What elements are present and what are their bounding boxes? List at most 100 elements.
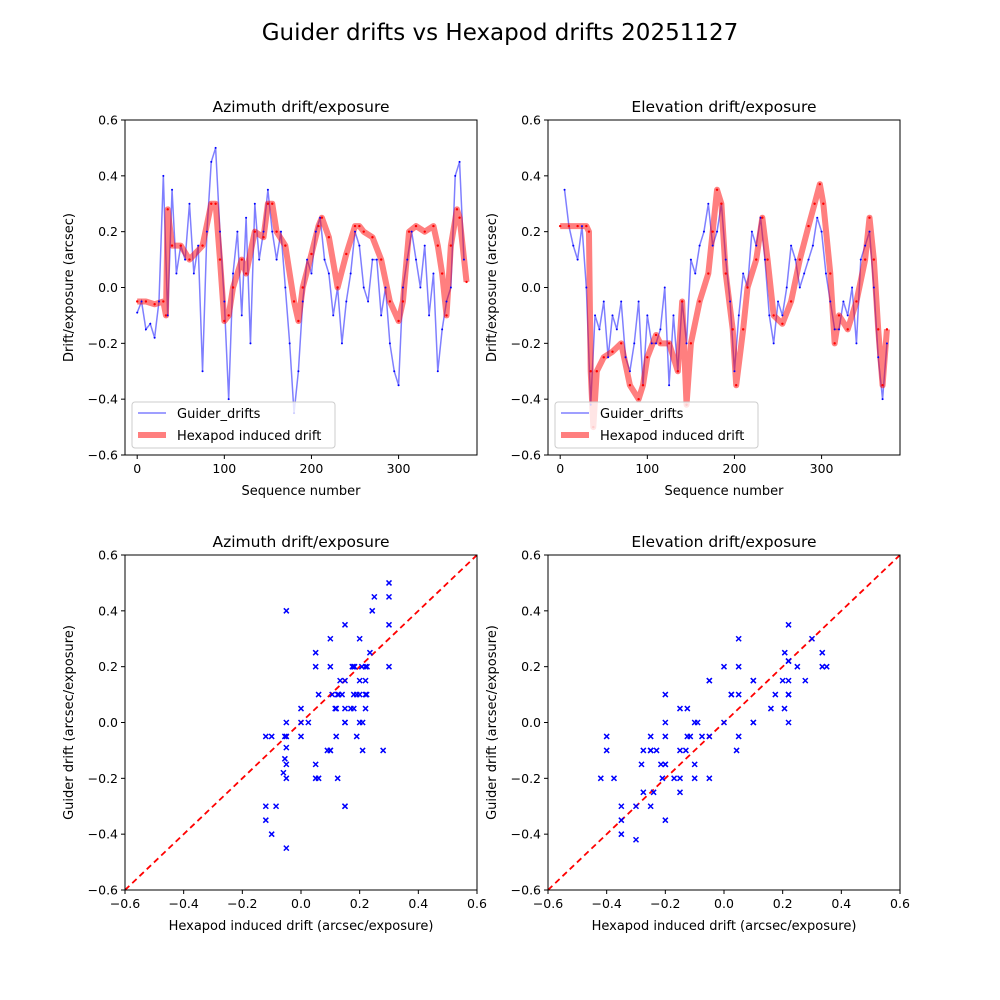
guider-point: [144, 328, 147, 331]
scatter-point: [819, 663, 826, 670]
hexapod-point: [292, 300, 296, 303]
guider-point: [271, 230, 274, 233]
y-tick-label: −0.4: [511, 827, 541, 842]
x-marker: [283, 761, 290, 768]
guider-point: [415, 258, 418, 261]
guider-point: [685, 342, 688, 345]
hexapod-point: [336, 286, 339, 289]
scatter-point: [283, 733, 290, 740]
scatter-point: [297, 733, 305, 740]
hexapod-point: [628, 384, 632, 387]
scatter-point: [341, 719, 349, 726]
x-tick-label: −0.2: [650, 896, 680, 911]
hexapod-point: [449, 244, 453, 247]
x-marker: [676, 747, 684, 754]
guider-point: [615, 328, 618, 331]
subplot-title: Azimuth drift/exposure: [212, 533, 389, 551]
hexapod-point: [153, 303, 156, 306]
y-tick-label: 0.0: [98, 715, 118, 730]
scatter-point: [735, 691, 742, 698]
x-marker: [362, 691, 369, 698]
guider-point: [401, 286, 404, 289]
x-marker: [312, 761, 319, 768]
x-tick-label: 300: [810, 461, 834, 476]
x-tick-label: −0.6: [110, 896, 140, 911]
scatter-point: [638, 761, 645, 768]
guider-point: [637, 300, 640, 303]
hexapod-point: [188, 258, 191, 261]
guider-point: [245, 216, 248, 219]
scatter-point: [684, 705, 691, 712]
x-marker: [359, 719, 366, 726]
x-marker: [315, 775, 322, 782]
hexapod-point: [320, 216, 324, 219]
hexapod-point: [868, 216, 871, 219]
scatter-point: [819, 649, 826, 656]
x-marker: [779, 677, 786, 684]
x-marker: [327, 635, 334, 642]
hexapod-point: [144, 300, 148, 303]
hexapod-point: [310, 252, 313, 256]
guider-point: [833, 328, 836, 331]
scatter-point: [262, 803, 269, 810]
scatter-point: [781, 705, 788, 712]
guider-point: [258, 258, 261, 261]
x-marker: [676, 775, 684, 782]
hexapod-point: [659, 342, 662, 345]
scatter-point: [653, 747, 660, 754]
scatter-point: [779, 677, 786, 684]
scatter-point: [371, 593, 378, 600]
guider-point: [157, 300, 160, 303]
x-marker: [785, 621, 792, 628]
scatter-point: [662, 817, 669, 824]
x-marker: [268, 831, 275, 838]
guider-point: [140, 300, 143, 303]
scatter-point: [720, 719, 728, 726]
guider-point: [249, 342, 252, 345]
scatter-point: [268, 733, 275, 740]
scatter-point: [341, 621, 349, 628]
hexapod-point: [813, 202, 816, 205]
guider-point: [811, 244, 814, 247]
scatter-point: [785, 677, 792, 684]
plot-area: [548, 555, 900, 890]
x-marker: [297, 719, 305, 726]
x-marker: [283, 719, 290, 726]
x-tick-label: −0.2: [227, 896, 257, 911]
guider-point: [340, 342, 343, 345]
y-tick-label: −0.4: [511, 392, 541, 407]
x-marker: [283, 744, 290, 751]
hexapod-point: [818, 183, 822, 186]
guider-point: [594, 314, 597, 317]
scatter-point: [353, 733, 360, 740]
guider-point: [829, 300, 832, 303]
y-tick-label: −0.4: [88, 827, 118, 842]
x-marker: [735, 635, 742, 642]
guider-point: [633, 342, 636, 345]
guider-point: [419, 286, 422, 289]
hexapod-point: [646, 356, 649, 359]
hexapod-point: [166, 208, 169, 211]
scatter-point: [767, 705, 774, 712]
guider-point: [454, 174, 457, 177]
guider-point: [384, 286, 387, 289]
x-marker: [341, 705, 349, 712]
guider-point: [742, 272, 745, 275]
hexapod-point: [210, 202, 213, 205]
x-marker: [341, 621, 349, 628]
legend-label-hexapod: Hexapod induced drift: [600, 429, 744, 444]
guider-point: [284, 286, 287, 289]
scatter-point: [350, 691, 357, 698]
y-axis-label: Drift/exposure (arcsec): [485, 213, 500, 362]
x-marker: [698, 733, 706, 740]
guider-point: [694, 272, 697, 275]
hexapod-point: [766, 258, 769, 261]
x-tick-label: 200: [723, 461, 747, 476]
guider-point: [188, 202, 191, 205]
guider-point: [737, 314, 740, 317]
hexapod-point: [611, 350, 614, 353]
x-tick-label: 0.2: [773, 896, 793, 911]
hexapod-point: [602, 356, 605, 359]
guider-point: [607, 356, 610, 359]
hexapod-point: [162, 300, 165, 303]
